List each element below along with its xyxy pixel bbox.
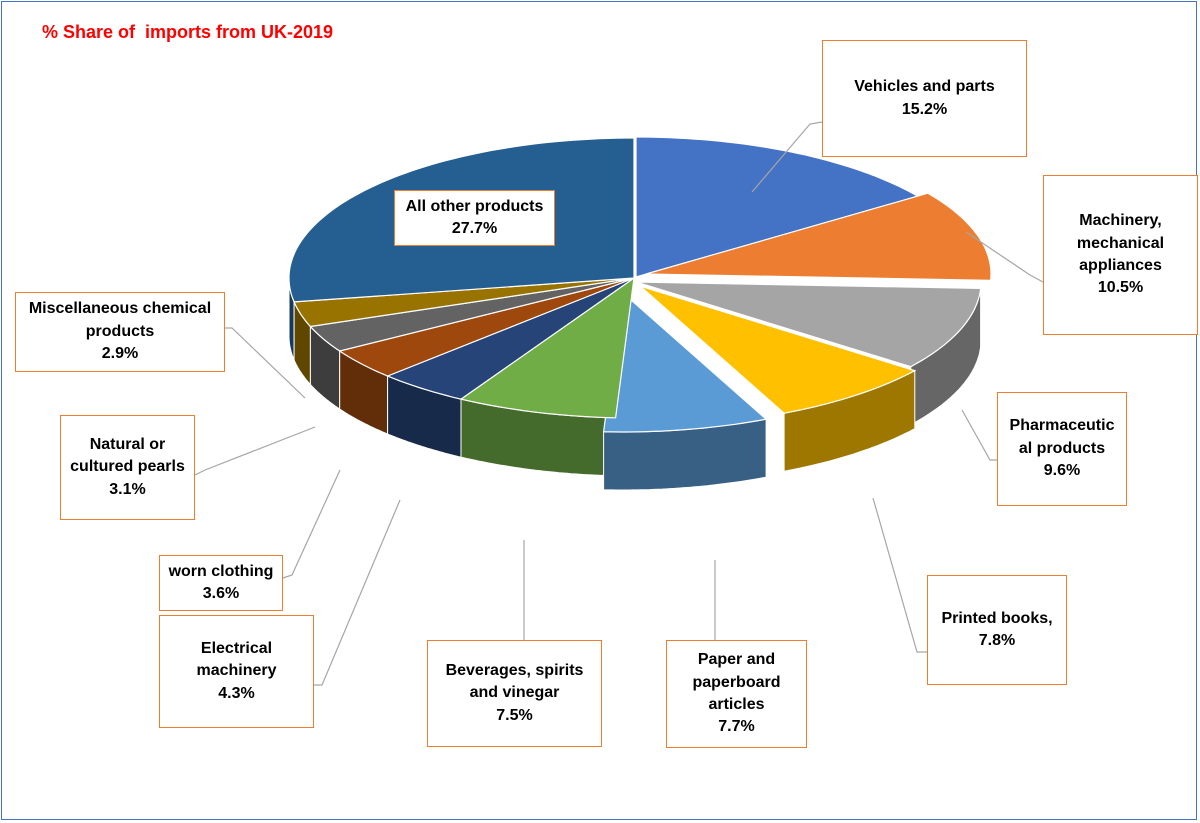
slice-label-name: Beverages, spirits and vinegar — [445, 661, 584, 702]
slice-7 — [338, 277, 635, 377]
slice-0 — [635, 136, 920, 278]
slice-label-7: worn clothing 3.6% — [159, 555, 283, 611]
leader-line-8 — [194, 426, 316, 476]
slice-label-value: 7.7% — [718, 718, 755, 736]
slice-label-value: 7.8% — [978, 632, 1016, 649]
slice-3 — [639, 285, 917, 414]
slice-1 — [645, 192, 992, 282]
slice-label-value: 27.7% — [451, 220, 498, 237]
slice-label-2: Pharmaceutic al products 9.6% — [997, 392, 1127, 506]
slice-label-name: Miscellaneous chemical products — [28, 300, 212, 340]
chart-title: % Share of imports from UK-2019 — [42, 22, 334, 42]
leader-line-1 — [965, 231, 1044, 283]
leader-line-7 — [282, 469, 341, 579]
slice-label-value: 3.6% — [202, 585, 240, 602]
slice-label-value: 7.5% — [496, 706, 533, 724]
slice-label-value: 2.9% — [101, 345, 139, 363]
slice-label-6: Electrical machinery 4.3% — [159, 615, 314, 728]
slice-label-name: Machinery, mechanical appliances — [1076, 212, 1165, 274]
pie-tops — [288, 136, 992, 433]
slice-label-value: 9.6% — [1043, 462, 1081, 480]
slice-8 — [309, 277, 635, 352]
slice-label-value: 4.3% — [218, 684, 255, 702]
slice-label-value: 10.5% — [1097, 279, 1144, 297]
slice-label-name: Natural or cultured pearls — [70, 435, 185, 476]
leader-line-9 — [225, 327, 306, 399]
leader-line-0 — [751, 121, 823, 193]
leader-lines — [194, 121, 1044, 686]
slice-label-0: Vehicles and parts 15.2% — [822, 40, 1027, 157]
slice-6 — [385, 277, 635, 400]
slice-label-value: 15.2% — [901, 100, 948, 118]
slice-label-value: 3.1% — [109, 480, 146, 498]
slice-label-name: Pharmaceutic al products — [1009, 417, 1115, 457]
slice-9 — [293, 277, 635, 328]
slice-label-4: Paper and paperboard articles 7.7% — [666, 640, 807, 748]
slice-label-3: Printed books, 7.8% — [927, 575, 1067, 685]
leader-line-3 — [872, 497, 927, 653]
slice-label-5: Beverages, spirits and vinegar 7.5% — [427, 640, 602, 747]
slice-label-1: Machinery, mechanical appliances 10.5% — [1043, 175, 1198, 335]
slice-label-name: Paper and paperboard articles — [692, 651, 781, 713]
slice-label-name: Vehicles and parts — [854, 78, 995, 96]
slice-label-name: Printed books, — [941, 609, 1053, 627]
slice-label-name: Electrical machinery — [196, 639, 277, 680]
slice-2 — [635, 281, 982, 368]
slice-label-8: Natural or cultured pearls 3.1% — [60, 415, 195, 520]
leader-line-6 — [314, 499, 401, 686]
slice-5 — [459, 276, 635, 419]
slice-label-name: worn clothing — [168, 562, 274, 580]
slice-4 — [602, 290, 768, 433]
leader-line-2 — [961, 409, 997, 461]
slice-label-name: All other products — [405, 197, 544, 215]
slice-label-9: Miscellaneous chemical products 2.9% — [15, 292, 225, 372]
slice-label-10: All other products 27.7% — [394, 190, 555, 246]
